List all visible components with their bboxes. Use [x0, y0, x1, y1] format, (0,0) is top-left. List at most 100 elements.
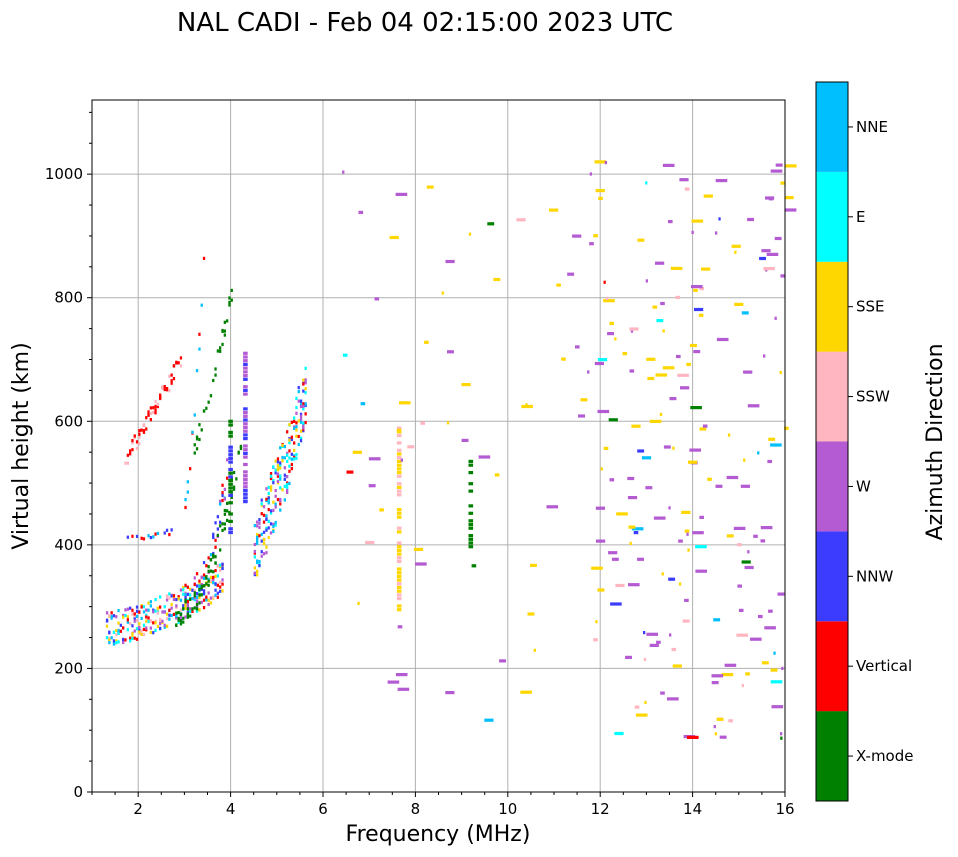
echo-point — [152, 608, 155, 612]
echo-point — [297, 390, 300, 394]
echo-point — [468, 504, 474, 508]
echo-point — [131, 612, 134, 616]
echo-point — [193, 589, 196, 593]
echo-point — [117, 609, 120, 613]
echo-point — [549, 208, 559, 212]
echo-point — [288, 464, 291, 468]
echo-point — [721, 673, 734, 677]
echo-point — [396, 448, 402, 452]
echo-point — [170, 528, 173, 532]
echo-point — [195, 369, 199, 373]
echo-point — [395, 192, 408, 196]
echo-point — [243, 485, 248, 489]
colorbar-segment-vertical — [816, 621, 848, 712]
echo-point — [256, 535, 259, 539]
echo-point — [209, 394, 213, 398]
echo-point — [288, 423, 291, 427]
echo-point — [763, 267, 775, 271]
echo-point — [256, 539, 259, 543]
echo-point — [228, 419, 233, 423]
echo-point — [265, 497, 268, 501]
echo-point — [701, 267, 711, 271]
echo-point — [228, 519, 233, 523]
echo-point — [147, 534, 150, 538]
echo-point — [195, 447, 199, 451]
echo-point — [184, 598, 187, 602]
echo-point — [219, 569, 222, 573]
echo-point — [243, 370, 248, 374]
echo-point — [200, 428, 203, 432]
echo-point — [156, 609, 159, 613]
echo-point — [468, 541, 474, 545]
echo-point — [216, 527, 219, 531]
echo-point — [135, 619, 139, 623]
echo-point — [290, 462, 293, 467]
echo-point — [468, 545, 474, 549]
echo-point — [561, 357, 566, 361]
echo-point — [396, 511, 402, 515]
echo-point — [170, 602, 173, 606]
echo-point — [691, 219, 704, 223]
echo-point — [256, 569, 259, 573]
echo-point — [396, 604, 402, 608]
echo-point — [228, 467, 233, 472]
echo-point — [767, 459, 772, 464]
echo-point — [594, 361, 604, 366]
echo-point — [228, 449, 233, 453]
colorbar-label: NNW — [856, 567, 893, 585]
echo-point — [288, 481, 291, 486]
echo-point — [681, 510, 691, 514]
echo-point — [274, 523, 277, 527]
echo-point — [214, 538, 217, 542]
echo-point — [177, 620, 180, 624]
echo-point — [152, 631, 155, 635]
echo-point — [415, 562, 427, 566]
echo-point — [260, 512, 263, 516]
echo-point — [228, 456, 233, 460]
echo-point — [131, 441, 134, 445]
echo-point — [165, 528, 169, 532]
echo-point — [290, 437, 293, 442]
echo-point — [533, 648, 536, 652]
echo-point — [684, 187, 690, 191]
echo-point — [718, 217, 721, 221]
echo-point — [304, 378, 307, 382]
echo-point — [265, 528, 268, 532]
echo-point — [198, 593, 201, 597]
echo-point — [184, 603, 187, 607]
echo-point — [478, 455, 491, 459]
echo-point — [281, 459, 284, 463]
echo-point — [223, 522, 226, 526]
echo-point — [272, 481, 275, 485]
echo-point — [267, 519, 270, 523]
echo-point — [468, 537, 474, 541]
echo-point — [487, 222, 495, 226]
echo-point — [265, 551, 268, 555]
echo-point — [214, 367, 217, 371]
echo-point — [179, 598, 183, 602]
echo-point — [168, 533, 171, 537]
echo-point — [243, 359, 248, 363]
echo-point — [175, 604, 178, 608]
echo-point — [593, 638, 598, 642]
echo-point — [243, 355, 248, 359]
echo-point — [140, 428, 143, 432]
echo-point — [202, 606, 206, 610]
echo-point — [260, 550, 263, 554]
echo-point — [186, 599, 189, 604]
echo-point — [468, 511, 474, 515]
echo-point — [205, 582, 208, 586]
echo-point — [293, 426, 296, 430]
echo-point — [131, 632, 134, 636]
echo-point — [170, 606, 173, 610]
echo-point — [267, 485, 270, 489]
echo-point — [207, 591, 210, 595]
echo-point — [396, 474, 402, 478]
echo-point — [659, 412, 663, 416]
echo-point — [207, 400, 210, 404]
echo-point — [184, 498, 187, 502]
echo-point — [731, 244, 741, 248]
echo-point — [207, 569, 210, 573]
echo-point — [295, 425, 298, 429]
echo-point — [288, 469, 291, 473]
